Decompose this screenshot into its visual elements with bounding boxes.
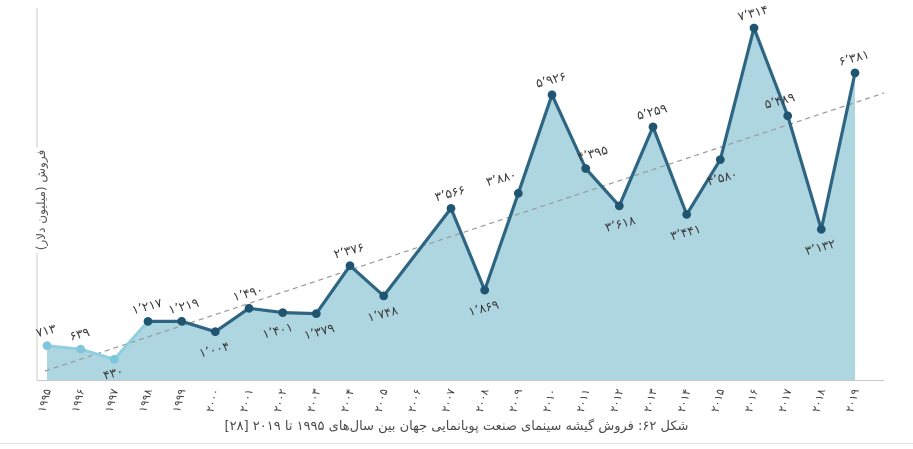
- data-point-label: ۱٬۲۱۷: [130, 295, 164, 318]
- data-point-marker: [446, 204, 456, 213]
- x-tick-label: ۲۰۰۸: [473, 387, 492, 413]
- data-point-label: ۴۳۰: [101, 363, 124, 383]
- data-point-marker: [783, 111, 793, 121]
- data-point-marker: [614, 201, 624, 211]
- data-point-marker: [42, 341, 52, 351]
- x-tick-label: ۲۰۱۶: [742, 387, 761, 413]
- data-point-marker: [345, 261, 355, 271]
- x-tick-label: ۲۰۱۰: [540, 387, 559, 413]
- x-tick-label: ۲۰۰۱: [237, 387, 256, 413]
- data-point-label: ۳٬۵۶۶: [433, 182, 467, 204]
- x-tick-label: ۲۰۰۷: [439, 387, 458, 413]
- data-point-marker: [143, 317, 153, 326]
- data-point-marker: [749, 23, 759, 33]
- data-point-marker: [379, 291, 389, 301]
- trend-line: [44, 92, 885, 372]
- data-point-label: ۱٬۴۹۰: [231, 282, 265, 304]
- data-point-label: ۶۳۹: [68, 324, 92, 344]
- data-point-marker: [648, 122, 658, 132]
- x-tick-label: ۲۰۰۶: [406, 387, 425, 413]
- x-tick-label: ۲۰۱۴: [675, 387, 694, 413]
- data-point-label: ۳٬۸۸۰: [484, 167, 518, 189]
- data-point-marker: [278, 308, 288, 317]
- x-tick-label: ۱۹۹۶: [69, 387, 88, 413]
- series-line-light: [45, 319, 150, 361]
- data-point-marker: [210, 327, 220, 337]
- x-tick-label: ۲۰۰۴: [338, 387, 357, 413]
- y-axis-label: فروش (میلیون دلار): [34, 146, 48, 254]
- data-point-marker: [816, 224, 826, 234]
- data-point-marker: [244, 303, 254, 313]
- data-point-label: ۶٬۳۸۱: [837, 46, 871, 68]
- x-tick-label: ۲۰۰۵: [372, 387, 391, 413]
- bottom-divider: [0, 443, 913, 444]
- x-tick-label: ۱۹۹۵: [35, 387, 54, 413]
- x-tick-label: ۲۰۱۳: [641, 387, 660, 413]
- x-tick-label: ۲۰۱۷: [776, 387, 795, 413]
- data-point-marker: [311, 309, 321, 318]
- x-tick-label: ۲۰۰۹: [507, 387, 526, 413]
- x-tick-label: ۲۰۰۲: [271, 387, 290, 413]
- x-tick-label: ۱۹۹۸: [136, 387, 155, 413]
- x-tick-label: ۲۰۰۰: [204, 387, 223, 413]
- x-tick-label: ۲۰۱۸: [810, 387, 829, 413]
- data-point-marker: [581, 164, 591, 173]
- data-point-label: ۵٬۲۵۹: [635, 100, 669, 123]
- data-point-marker: [177, 316, 187, 326]
- data-point-label: ۷٬۳۱۴: [736, 1, 770, 23]
- data-point-label: ۱٬۲۱۹: [167, 295, 201, 318]
- x-tick-label: ۱۹۹۷: [103, 387, 122, 413]
- data-point-marker: [850, 68, 860, 78]
- data-point-label: ۷۱۳: [34, 320, 58, 340]
- x-tick-label: ۲۰۱۵: [709, 387, 728, 413]
- x-tick-label: ۲۰۱۹: [843, 387, 862, 413]
- data-point-marker: [76, 344, 86, 354]
- data-point-marker: [547, 90, 557, 100]
- x-tick-label: ۲۰۱۱: [574, 387, 593, 413]
- data-point-marker: [715, 155, 725, 165]
- data-point-marker: [480, 285, 490, 295]
- data-point-label: ۴٬۳۹۵: [576, 142, 610, 165]
- data-point-label: ۵٬۹۲۶: [534, 68, 568, 90]
- area-fill: [47, 28, 855, 380]
- data-point-marker: [682, 210, 692, 219]
- x-tick-label: ۲۰۰۳: [305, 387, 324, 413]
- data-point-marker: [109, 354, 119, 364]
- data-point-marker: [513, 188, 523, 198]
- figure-caption: شکل ۶۲: فروش گیشه سینمای صنعت پویانمایی …: [224, 419, 689, 434]
- x-tick-label: ۱۹۹۹: [170, 387, 189, 413]
- data-point-label: ۲٬۳۷۶: [332, 239, 366, 261]
- x-tick-label: ۲۰۱۲: [608, 387, 627, 413]
